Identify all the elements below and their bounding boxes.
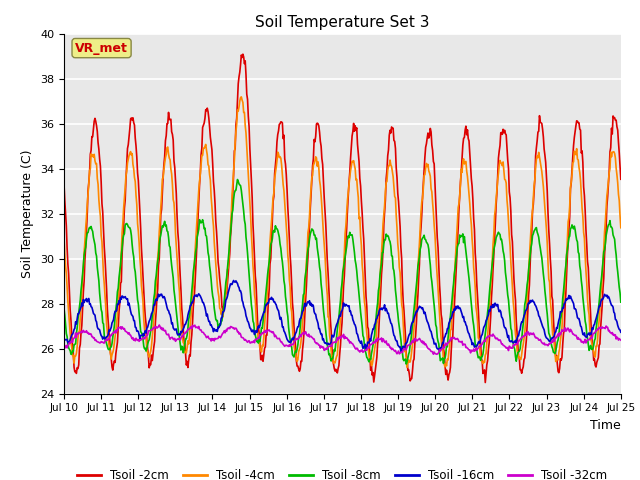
Title: Soil Temperature Set 3: Soil Temperature Set 3 <box>255 15 429 30</box>
Legend: Tsoil -2cm, Tsoil -4cm, Tsoil -8cm, Tsoil -16cm, Tsoil -32cm: Tsoil -2cm, Tsoil -4cm, Tsoil -8cm, Tsoi… <box>72 464 612 480</box>
Text: VR_met: VR_met <box>75 42 128 55</box>
X-axis label: Time: Time <box>590 419 621 432</box>
Y-axis label: Soil Temperature (C): Soil Temperature (C) <box>22 149 35 278</box>
